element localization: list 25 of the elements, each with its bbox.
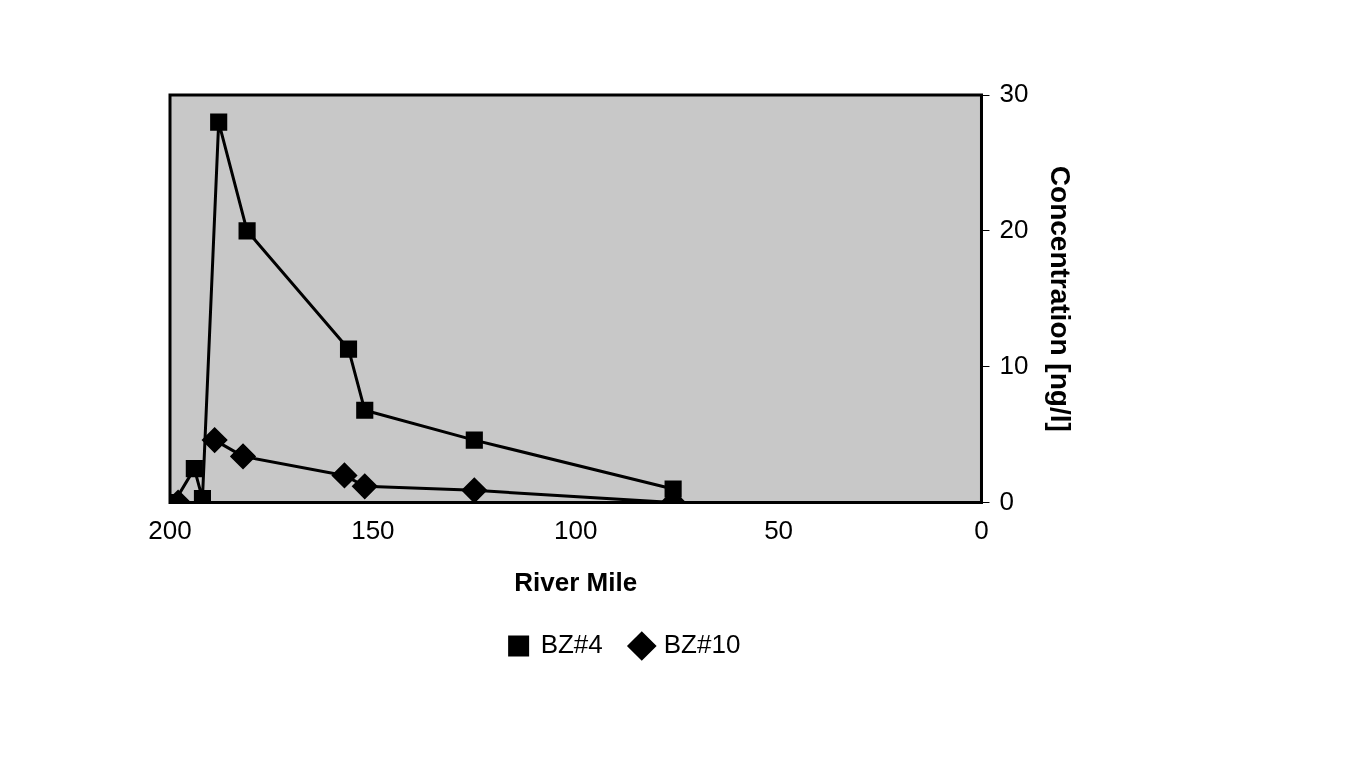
y-tick-label: 20 [999,214,1029,245]
y-axis-title: Concentration [ng/l] [1045,165,1077,432]
legend-label: BZ#4 [540,629,603,660]
legend-label: BZ#10 [663,629,741,660]
point [331,462,357,488]
point [202,427,228,453]
y-tick-label: 0 [999,485,1014,516]
x-tick-label: 100 [554,515,598,546]
point [339,340,358,358]
point [352,473,378,499]
point [238,222,256,240]
x-tick-label: 0 [974,515,989,546]
point [356,401,374,419]
point [664,480,682,498]
x-tick-label: 150 [351,515,395,546]
x-tick-label: 50 [764,515,794,546]
x-axis-title: River Mile [514,566,638,597]
y-tick-label: 10 [999,349,1029,380]
point [465,431,483,449]
point [185,460,203,478]
y-tick-label: 30 [999,78,1029,109]
x-tick-label: 200 [148,515,192,546]
point [461,477,487,503]
point [230,443,256,469]
point [210,113,228,131]
